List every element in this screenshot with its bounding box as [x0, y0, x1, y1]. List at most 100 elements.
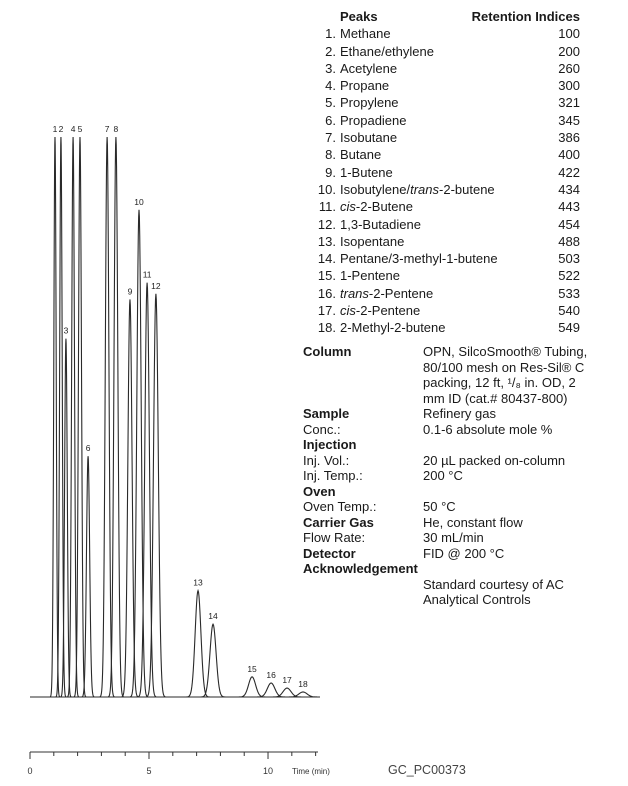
retention-index: 300: [558, 78, 580, 94]
x-axis-label: Time (min): [292, 767, 330, 776]
name-part: 1-Butene: [340, 164, 393, 180]
table-header: Peaks Retention Indices: [300, 8, 580, 25]
x-tick-label: 5: [147, 766, 152, 776]
condition-label: Inj. Temp.:: [303, 468, 363, 483]
peak-number: 18.: [317, 320, 336, 336]
condition-row: Acknowledgement: [303, 561, 603, 577]
peak: [238, 676, 267, 698]
name-part: Propadiene: [340, 112, 407, 128]
condition-label: Detector: [303, 545, 356, 561]
peak-number: 16.: [317, 285, 336, 301]
peak-label: 18: [298, 679, 308, 689]
peak-label: 3: [64, 326, 69, 336]
condition-label: [303, 577, 423, 608]
retention-index: 386: [558, 130, 580, 146]
peak-name: Isobutylene/trans-2-butene: [340, 181, 520, 198]
retention-index: 522: [558, 268, 580, 284]
condition-label: Oven: [303, 483, 336, 499]
peak-label: 6: [86, 443, 91, 453]
condition-label: Carrier Gas: [303, 514, 374, 530]
table-row: 2. Ethane/ethylene 200: [300, 43, 580, 60]
peak-name: Isopentane: [340, 233, 520, 250]
retention-index: 549: [558, 320, 580, 336]
peak-number: 15.: [317, 268, 336, 284]
peak-number: 11.: [318, 199, 336, 215]
name-part: trans: [410, 181, 440, 197]
name-part: 1,3-Butadiene: [340, 216, 421, 232]
condition-value: 200 °C: [423, 468, 463, 483]
retention-index: 454: [558, 216, 580, 232]
peak: [81, 456, 95, 698]
name-part: Pentane/3-methyl-1-butene: [340, 251, 498, 267]
name-part: Isobutylene/: [340, 181, 411, 197]
table-row: 4. Propane 300: [300, 77, 580, 94]
peak-name: Pentane/3-methyl-1-butene: [340, 250, 520, 267]
peak-label: 10: [134, 197, 144, 207]
peak-number: 5.: [325, 95, 336, 111]
peak-name: cis-2-Butene: [340, 198, 520, 215]
peak-name: trans-2-Pentene: [340, 285, 520, 302]
peak-name: 1,3-Butadiene: [340, 216, 520, 233]
x-tick-label: 0: [27, 766, 32, 776]
condition-row: Standard courtesy of AC Analytical Contr…: [303, 577, 603, 608]
retention-index: 100: [558, 26, 580, 42]
condition-row: Flow Rate: 30 mL/min: [303, 530, 603, 546]
peak-name: Propylene: [340, 94, 520, 111]
retention-index: 488: [558, 233, 580, 249]
peak-name: 1-Butene: [340, 164, 520, 181]
peak-label: 1: [53, 124, 58, 134]
peak: [121, 299, 139, 698]
table-row: 11. cis-2-Butene 443: [300, 198, 580, 215]
name-part: cis: [340, 303, 356, 319]
name-part: Ethane/ethylene: [340, 43, 434, 59]
name-part: -2-Pentene: [355, 303, 421, 319]
name-part: Methane: [340, 26, 391, 42]
peak-label: 16: [266, 670, 276, 680]
table-row: 6. Propadiene 345: [300, 112, 580, 129]
peak: [55, 136, 67, 698]
table-row: 14. Pentane/3-methyl-1-butene 503: [300, 250, 580, 267]
peak: [67, 136, 80, 698]
name-part: Propylene: [340, 95, 399, 111]
peak-number: 13.: [317, 233, 336, 249]
condition-value: 20 µL packed on-column: [423, 452, 566, 468]
condition-label: Inj. Vol.:: [303, 452, 350, 468]
condition-row: Conc.: 0.1-6 absolute mole %: [303, 422, 603, 438]
peak: [271, 687, 303, 698]
retention-index: 422: [558, 164, 580, 180]
condition-row: Inj. Temp.: 200 °C: [303, 468, 603, 484]
retention-index: 540: [558, 303, 580, 319]
retention-index: 345: [558, 112, 580, 128]
table-row: 1. Methane 100: [300, 25, 580, 42]
table-row: 3. Acetylene 260: [300, 60, 580, 77]
peak-name: Methane: [340, 25, 520, 42]
condition-row: Detector FID @ 200 °C: [303, 546, 603, 562]
name-part: 2-Methyl-2-butene: [340, 320, 446, 336]
name-part: -2-butene: [439, 181, 495, 197]
condition-value: 30 mL/min: [423, 530, 484, 545]
peak: [200, 622, 226, 698]
condition-value: OPN, SilcoSmooth® Tubing, 80/100 mesh on…: [423, 344, 588, 406]
condition-value: 50 °C: [423, 499, 456, 514]
condition-label: Sample: [303, 406, 350, 421]
header: Peaks: [340, 9, 378, 24]
peak-name: cis-2-Pentene: [340, 302, 520, 319]
peak-name: Propane: [340, 77, 520, 94]
peak-number: 2.: [325, 43, 336, 59]
table-row: 5. Propylene 321: [300, 94, 580, 111]
peak-name: Isobutane: [340, 129, 520, 146]
retention-index: 443: [558, 199, 580, 215]
peak-label: 4: [71, 124, 76, 134]
condition-value: He, constant flow: [423, 514, 523, 530]
figure-id: GC_PC00373: [388, 763, 466, 777]
peak-label: 2: [59, 124, 64, 134]
condition-value: Refinery gas: [423, 406, 496, 421]
peak-label: 8: [114, 124, 119, 134]
table-row: 10. Isobutylene/trans-2-butene 434: [300, 181, 580, 198]
table-row: 13. Isopentane 488: [300, 233, 580, 250]
peak-number: 9.: [325, 164, 336, 180]
peak-label: 7: [105, 124, 110, 134]
peak-number: 14.: [317, 251, 336, 267]
condition-row: Inj. Vol.: 20 µL packed on-column: [303, 453, 603, 469]
